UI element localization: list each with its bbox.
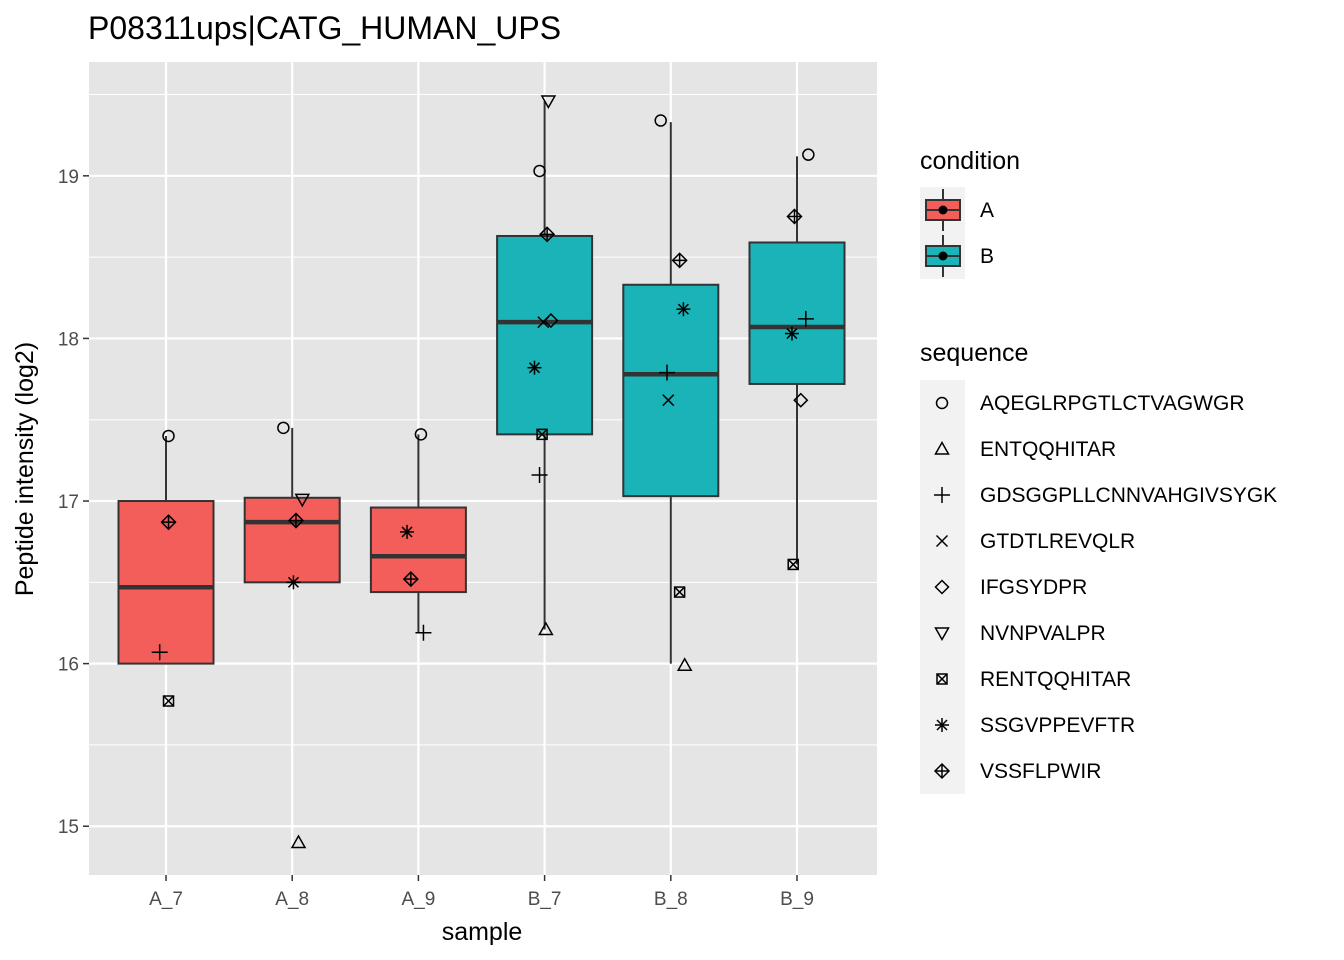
legend-key-A [920,187,965,233]
legend-sequence-label: GTDTLREVQLR [980,530,1135,553]
x-tick-label: B_7 [528,889,562,910]
legend-sequence-label: VSSFLPWIR [980,760,1101,783]
x-tick-label: A_8 [275,889,309,910]
legend-key-bg [920,564,965,610]
box-A_9 [369,434,467,633]
legend-key-bg [920,610,965,656]
point-B_8-GDSGGPLLCNNVAHGIVSYGK [659,364,676,381]
point-A_8-VSSFLPWIR [287,512,305,529]
point-A_7-GDSGGPLLCNNVAHGIVSYGK [151,644,168,661]
legend-sequence-title: sequence [920,339,1028,367]
box-body [117,500,215,665]
box-body [243,496,341,584]
y-tick-label: 19 [58,167,79,188]
box-B_8 [622,122,720,664]
point-B_8-AQEGLRPGTLCTVAGWGR [654,114,667,127]
x-tick-label: B_8 [654,889,688,910]
point-A_7-AQEGLRPGTLCTVAGWGR [162,429,175,443]
point-B_8-VSSFLPWIR [671,252,688,269]
box-A_7 [117,435,215,665]
point-B_8-ENTQQHITAR [676,657,693,671]
point-A_8-AQEGLRPGTLCTVAGWGR [277,421,290,435]
point-B_9-RENTQQHITAR [787,558,799,571]
point-B_9-AQEGLRPGTLCTVAGWGR [802,148,815,161]
legend-condition-label: A [980,199,994,222]
legend-key-bg [920,380,965,426]
box-B_7 [496,101,594,630]
point-A_8-NVNPVALPR [294,493,311,508]
point-A_9-SSGVPPEVFTR [400,524,415,539]
point-B_8-RENTQQHITAR [673,586,686,598]
legend-shape-cross [935,534,949,548]
legend-key-bg [920,426,965,472]
plot-panel [89,62,877,875]
boxes-layer [117,101,846,665]
legend-shape-asterisk [935,718,949,732]
point-B_9-IFGSYDPR [793,392,809,408]
y-tick-label: 17 [58,492,79,513]
box-body [369,506,467,594]
x-tick-label: A_9 [401,889,435,910]
legend-key-B [920,233,965,279]
box-body [622,283,720,498]
x-axis: A_7 A_8 A_9 B_7 B_8 B_9 [149,875,814,910]
x-tick-label: B_9 [780,889,814,910]
y-tick-label: 15 [58,817,79,838]
point-B_9-VSSFLPWIR [786,208,803,225]
point-B_7-AQEGLRPGTLCTVAGWGR [533,164,546,178]
legend-shape-plus [934,487,950,503]
point-A_9-GDSGGPLLCNNVAHGIVSYGK [415,624,432,641]
point-A_9-VSSFLPWIR [402,571,419,588]
point-B_7-VSSFLPWIR [539,226,556,243]
box-body [748,241,846,385]
point-B_7-RENTQQHITAR [536,428,548,441]
point-B_7-GDSGGPLLCNNVAHGIVSYGK [531,467,548,484]
legend-condition-title: condition [920,147,1020,175]
x-tick-label: A_7 [149,889,183,910]
legend-shape-square-cross [936,673,948,685]
y-axis: 15 16 17 18 19 [58,167,89,838]
box-B_9 [748,156,846,565]
point-B_7-ENTQQHITAR [538,621,554,636]
legend-sequence-label: ENTQQHITAR [980,438,1116,461]
point-B_9-GDSGGPLLCNNVAHGIVSYGK [797,310,814,327]
legend-sequence-label: AQEGLRPGTLCTVAGWGR [980,392,1244,415]
point-B_7-IFGSYDPR [543,312,559,329]
x-axis-title: sample [442,918,523,946]
point-A_8-ENTQQHITAR [290,834,307,849]
points-layer [151,95,815,849]
y-axis-title: Peptide intensity (log2) [11,342,39,596]
legend-shape-circle [935,396,949,410]
point-B_7-SSGVPPEVFTR [527,360,542,375]
box-A_8 [243,427,341,584]
chart-title: P08311ups|CATG_HUMAN_UPS [88,10,561,46]
point-A_7-VSSFLPWIR [160,514,177,531]
y-tick-label: 16 [58,655,79,676]
box-body [496,234,594,436]
point-A_8-SSGVPPEVFTR [286,575,301,590]
point-A_9-AQEGLRPGTLCTVAGWGR [414,428,428,441]
legend-shape-triangle-down [934,627,950,642]
y-tick-label: 18 [58,329,79,350]
legend-shape-diamond [934,579,950,595]
legend-sequence-label: NVNPVALPR [980,622,1106,645]
legend-shape-diamond-plus [933,762,951,780]
legend-condition-label: B [980,245,994,268]
legend-shape-triangle-up [934,440,950,455]
legend-sequence-label: IFGSYDPR [980,576,1087,599]
point-B_7-NVNPVALPR [540,95,557,110]
point-B_8-GTDTLREVQLR [662,394,675,407]
legend-sequence-label: SSGVPPEVFTR [980,714,1135,737]
legend-sequence-label: RENTQQHITAR [980,668,1131,691]
point-B_8-SSGVPPEVFTR [676,302,691,317]
point-B_9-SSGVPPEVFTR [784,326,799,341]
legend-sequence-label: GDSGGPLLCNNVAHGIVSYGK [980,484,1277,507]
legend-sequence: sequence AQEGLRPGTLCTVAGWGR ENTQQHITAR GDSG… [920,339,1277,794]
point-A_7-RENTQQHITAR [162,695,175,707]
legend-condition: condition AB [920,147,1020,279]
